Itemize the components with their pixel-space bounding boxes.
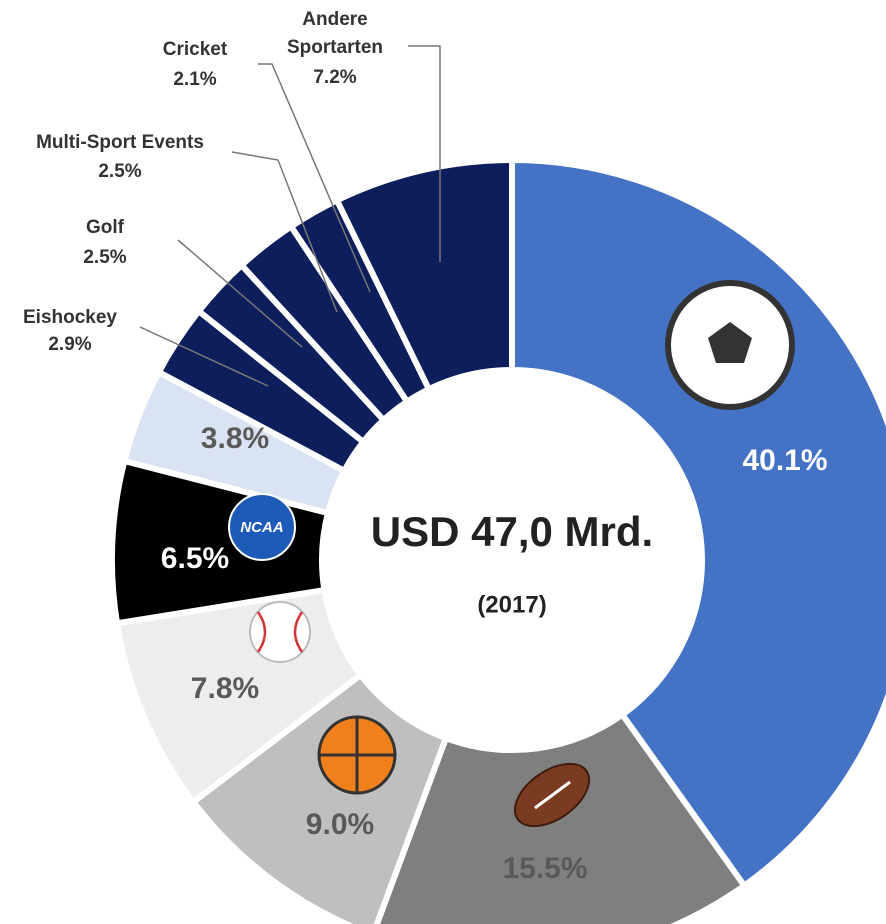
category-label: Eishockey: [23, 307, 117, 328]
slice-label: 6.5%: [161, 542, 229, 575]
slice: [332, 156, 515, 394]
icons: NCAA: [228, 280, 795, 828]
baseball-seams: [256, 611, 304, 653]
baseball-icon: [249, 601, 311, 663]
center-text: USD 47,0 Mrd.: [371, 508, 653, 555]
ncaa-text: NCAA: [240, 519, 283, 536]
slice-label: 15.5%: [502, 852, 587, 885]
soccer-patch: [708, 322, 752, 363]
value-label: 2.5%: [83, 247, 126, 268]
slice: [373, 710, 749, 924]
leader-line: [258, 63, 371, 293]
basketball-lines: [319, 717, 395, 793]
slice-label: 40.1%: [742, 444, 827, 477]
category-label: Cricket: [163, 39, 228, 60]
category-label: Golf: [86, 217, 125, 238]
center-subtext: (2017): [477, 591, 546, 618]
leader-line: [139, 326, 269, 387]
value-label: 7.2%: [313, 67, 356, 88]
category-label: Multi-Sport Events: [36, 132, 204, 153]
value-label: 2.5%: [98, 161, 141, 182]
leader-line: [408, 45, 441, 262]
football-lace: [534, 780, 571, 810]
slice-label: 9.0%: [306, 808, 374, 841]
ncaa-icon: [228, 493, 296, 561]
slice-label: 3.8%: [201, 422, 269, 455]
slice-label: 7.8%: [191, 672, 259, 705]
leader-line: [231, 151, 338, 313]
category-label: Andere Sportarten: [287, 9, 383, 58]
value-label: 2.1%: [173, 69, 216, 90]
leader-line: [177, 239, 303, 348]
value-label: 2.9%: [48, 334, 91, 355]
